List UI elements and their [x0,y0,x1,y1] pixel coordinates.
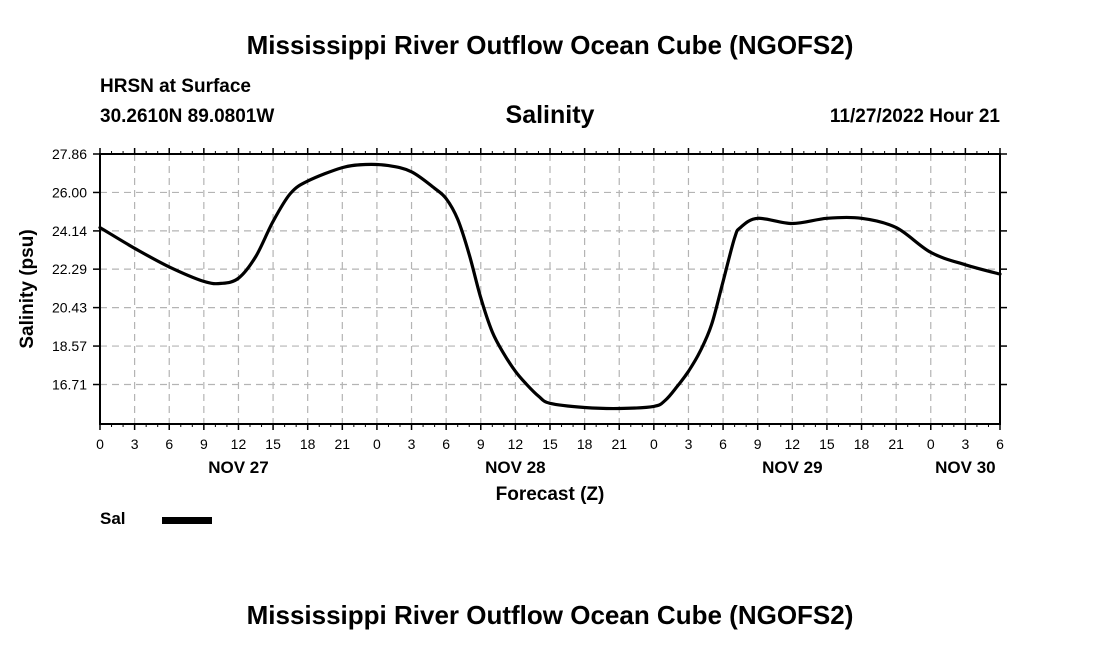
x-tick-label: 0 [927,436,935,452]
x-tick-label: 0 [96,436,104,452]
y-tick-label: 20.43 [52,300,87,316]
date-label: NOV 28 [485,458,545,477]
x-tick-label: 9 [200,436,208,452]
x-tick-label: 9 [477,436,485,452]
legend-label: Sal [100,509,126,528]
y-tick-label: 22.29 [52,261,87,277]
x-tick-label: 0 [650,436,658,452]
x-tick-label: 21 [611,436,627,452]
x-tick-label: 12 [785,436,801,452]
y-tick-label: 27.86 [52,146,87,162]
x-tick-label: 12 [231,436,247,452]
forecast-datetime: 11/27/2022 Hour 21 [829,106,1000,127]
x-tick-label: 3 [961,436,969,452]
x-tick-label: 9 [754,436,762,452]
x-axis-title: Forecast (Z) [496,484,605,505]
chart-title-top: Mississippi River Outflow Ocean Cube (NG… [246,30,854,60]
series-line-sal [98,162,1002,411]
date-label: NOV 27 [208,458,268,477]
x-tick-label: 6 [996,436,1004,452]
x-tick-label: 21 [335,436,351,452]
x-tick-label: 15 [819,436,835,452]
station-coordinates: 30.2610N 89.0801W [100,106,275,127]
x-tick-label: 15 [265,436,281,452]
x-tick-label: 3 [408,436,416,452]
y-axis-title: Salinity (psu) [17,229,38,348]
legend-line-swatch [162,517,212,524]
x-tick-label: 18 [300,436,316,452]
date-label: NOV 30 [935,458,995,477]
x-tick-label: 21 [888,436,904,452]
station-label: HRSN at Surface [100,76,251,97]
y-tick-label: 16.71 [52,377,87,393]
x-tick-label: 15 [542,436,558,452]
x-tick-label: 0 [373,436,381,452]
y-tick-label: 26.00 [52,184,87,200]
x-tick-label: 3 [131,436,139,452]
x-tick-label: 12 [508,436,524,452]
x-tick-label: 6 [719,436,727,452]
x-tick-label: 18 [577,436,593,452]
x-tick-label: 3 [685,436,693,452]
x-tick-label: 6 [165,436,173,452]
x-tick-label: 18 [854,436,870,452]
chart-title-bottom: Mississippi River Outflow Ocean Cube (NG… [246,600,854,630]
date-label: NOV 29 [762,458,822,477]
y-tick-label: 18.57 [52,338,87,354]
variable-title: Salinity [505,101,595,129]
y-tick-label: 24.14 [52,223,87,239]
x-tick-label: 6 [442,436,450,452]
